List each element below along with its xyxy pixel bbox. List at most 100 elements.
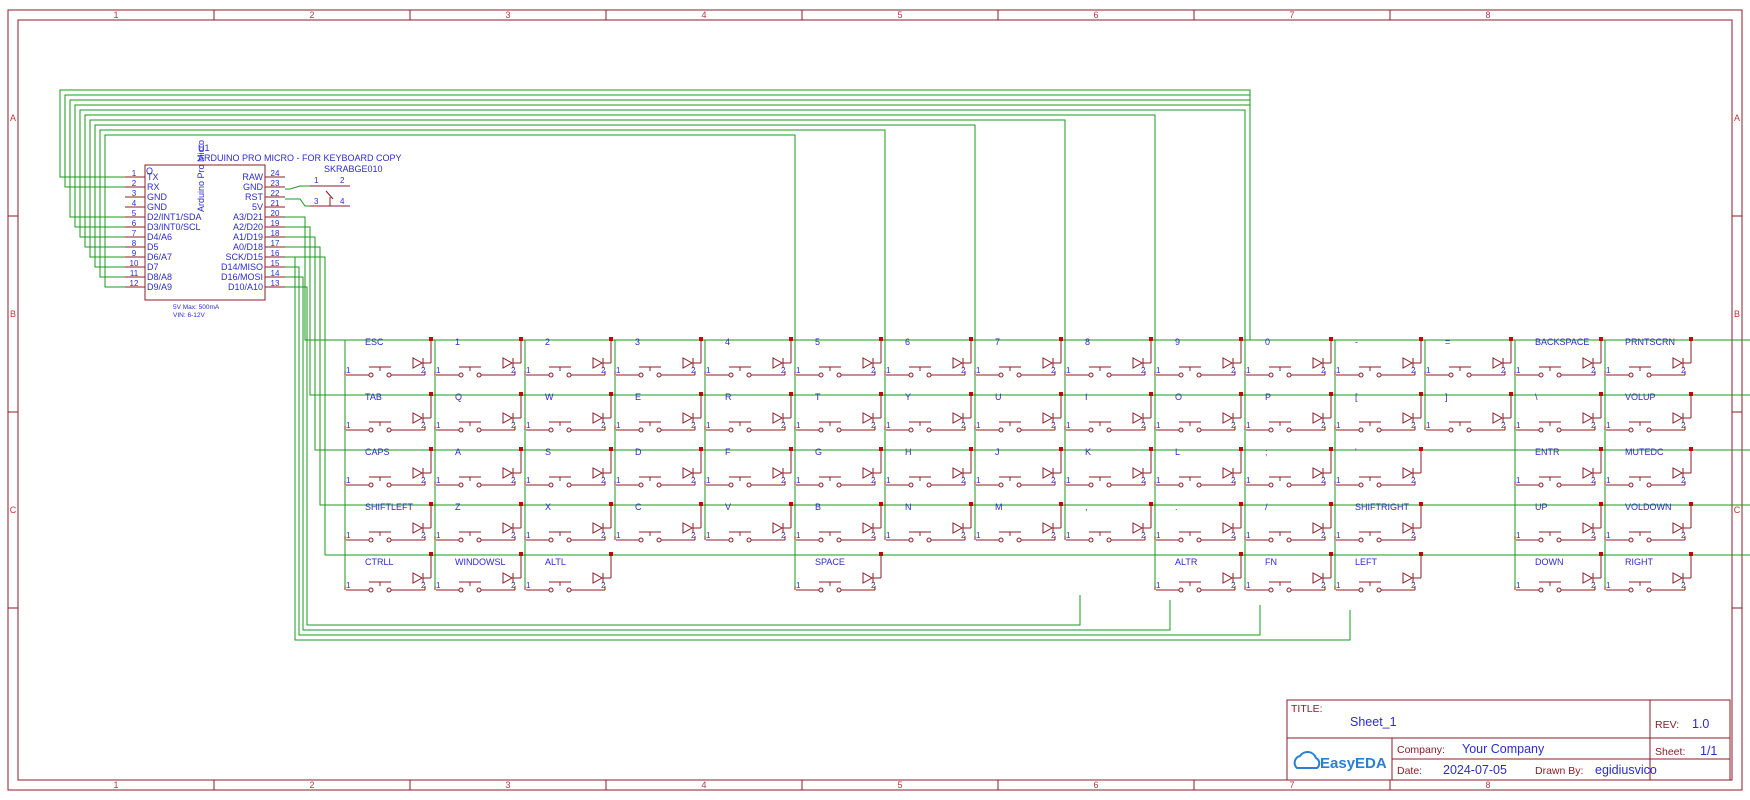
key-switch[interactable]: 2 1 2: [525, 337, 613, 377]
key-switch[interactable]: [1 2: [1335, 392, 1423, 432]
switch-contact: [1557, 483, 1561, 487]
key-switch[interactable]: 9 1 2: [1155, 337, 1243, 377]
key-switch[interactable]: Y 1 2: [885, 392, 973, 432]
key-switch[interactable]: VOLDOWN 1 2: [1605, 502, 1693, 542]
key-label: ': [1355, 447, 1357, 457]
key-switch[interactable]: ALTL 1 2: [525, 552, 613, 592]
key-switch[interactable]: ; 1 2: [1245, 447, 1333, 487]
switch-contact: [1017, 373, 1021, 377]
key-label: 3: [635, 337, 640, 347]
switch-contact: [567, 373, 571, 377]
frame-row-label: A: [10, 113, 16, 123]
junction-dot: [519, 552, 523, 556]
key-switch[interactable]: SPACE 1 2: [795, 552, 883, 592]
frame-column-label: 2: [309, 780, 314, 790]
key-switch[interactable]: J 1 2: [975, 447, 1063, 487]
key-switch[interactable]: ENTR 1 2: [1515, 447, 1603, 487]
switch-pin-number: 1: [1066, 421, 1071, 430]
key-switch[interactable]: R 1 2: [705, 392, 793, 432]
key-switch[interactable]: SHIFTLEFT 1 2: [345, 502, 433, 542]
key-switch[interactable]: , 1 2: [1065, 502, 1153, 542]
drawing-frame: 1122334455667788A AB BC C: [8, 10, 1742, 790]
pin-name: A0/D18: [233, 242, 263, 252]
key-switch[interactable]: CTRLL 1 2: [345, 552, 433, 592]
key-label: CAPS: [365, 447, 390, 457]
row-route-wire: [285, 237, 345, 450]
key-switch[interactable]: D 1 2: [615, 447, 703, 487]
key-switch[interactable]: G 1 2: [795, 447, 883, 487]
key-switch[interactable]: V 1 2: [705, 502, 793, 542]
switch-contact: [1359, 483, 1363, 487]
key-switch[interactable]: H 1 2: [885, 447, 973, 487]
key-switch[interactable]: 3 1 2: [615, 337, 703, 377]
key-switch[interactable]: / 1 2: [1245, 502, 1333, 542]
key-switch[interactable]: F 1 2: [705, 447, 793, 487]
key-switch[interactable]: C 1 2: [615, 502, 703, 542]
key-switch[interactable]: = 1 2: [1425, 337, 1513, 377]
junction-dot: [1689, 337, 1693, 341]
key-switch[interactable]: N 1 2: [885, 502, 973, 542]
key-label: N: [905, 502, 912, 512]
key-switch[interactable]: L 1 2: [1155, 447, 1243, 487]
switch-pin-number: 1: [616, 476, 621, 485]
key-switch[interactable]: MUTEDC 1 2: [1605, 447, 1693, 487]
switch-pin-number: 1: [1246, 531, 1251, 540]
key-switch[interactable]: A 1 2: [435, 447, 523, 487]
key-switch[interactable]: U 1 2: [975, 392, 1063, 432]
key-switch[interactable]: WINDOWSL 1 2: [435, 552, 523, 592]
key-switch[interactable]: ' 1 2: [1335, 447, 1423, 487]
key-switch[interactable]: I 1 2: [1065, 392, 1153, 432]
key-switch[interactable]: UP 1 2: [1515, 502, 1603, 542]
key-switch[interactable]: RIGHT 1 2: [1605, 552, 1693, 592]
key-switch[interactable]: TAB 1 2: [345, 392, 433, 432]
key-switch[interactable]: SHIFTRIGHT 1 2: [1335, 502, 1423, 542]
key-switch[interactable]: ESC 1 2: [345, 337, 433, 377]
switch-contact: [477, 538, 481, 542]
key-label: D: [635, 447, 642, 457]
key-switch[interactable]: 1 1 2: [435, 337, 523, 377]
switch-contact: [1269, 428, 1273, 432]
key-switch[interactable]: B 1 2: [795, 502, 883, 542]
key-switch[interactable]: ALTR 1 2: [1155, 552, 1243, 592]
key-switch[interactable]: \ 1 2: [1515, 392, 1603, 432]
reset-wire: [285, 199, 310, 206]
frame-column-label: 1: [113, 780, 118, 790]
key-switch[interactable]: O 1 2: [1155, 392, 1243, 432]
key-switch[interactable]: LEFT 1 2: [1335, 552, 1423, 592]
key-switch[interactable]: M 1 2: [975, 502, 1063, 542]
key-switch[interactable]: W 1 2: [525, 392, 613, 432]
key-switch[interactable]: Q 1 2: [435, 392, 523, 432]
key-switch[interactable]: E 1 2: [615, 392, 703, 432]
key-switch[interactable]: S 1 2: [525, 447, 613, 487]
junction-dot: [1689, 392, 1693, 396]
key-switch[interactable]: 4 1 2: [705, 337, 793, 377]
key-switch[interactable]: - 1 2: [1335, 337, 1423, 377]
pin-number: 23: [271, 179, 280, 188]
key-switch[interactable]: ] 1 2: [1425, 392, 1513, 432]
key-switch[interactable]: Z 1 2: [435, 502, 523, 542]
switch-pin-number: 1: [1516, 421, 1521, 430]
key-switch[interactable]: . 1 2: [1155, 502, 1243, 542]
key-switch[interactable]: 5 1 2: [795, 337, 883, 377]
key-switch[interactable]: BACKSPACE 1 2: [1515, 337, 1603, 377]
switch-pin-number: 1: [346, 531, 351, 540]
junction-dot: [1599, 552, 1603, 556]
reset-switch[interactable]: SKRABGE010 1 2 3 4: [310, 164, 383, 206]
key-switch[interactable]: 0 1 2: [1245, 337, 1333, 377]
key-switch[interactable]: X 1 2: [525, 502, 613, 542]
key-switch[interactable]: PRNTSCRN 1 2: [1605, 337, 1693, 377]
key-switch[interactable]: 7 1 2: [975, 337, 1063, 377]
key-switch[interactable]: CAPS 1 2: [345, 447, 433, 487]
junction-dot: [609, 447, 613, 451]
key-switch[interactable]: 8 1 2: [1065, 337, 1153, 377]
key-switch[interactable]: FN 1 2: [1245, 552, 1333, 592]
key-switch[interactable]: 6 1 2: [885, 337, 973, 377]
key-switch[interactable]: K 1 2: [1065, 447, 1153, 487]
key-switch[interactable]: T 1 2: [795, 392, 883, 432]
switch-contact: [387, 428, 391, 432]
key-switch[interactable]: P 1 2: [1245, 392, 1333, 432]
switch-contact: [819, 373, 823, 377]
key-switch[interactable]: VOLUP 1 2: [1605, 392, 1693, 432]
key-switch[interactable]: DOWN 1 2: [1515, 552, 1603, 592]
key-label: M: [995, 502, 1003, 512]
